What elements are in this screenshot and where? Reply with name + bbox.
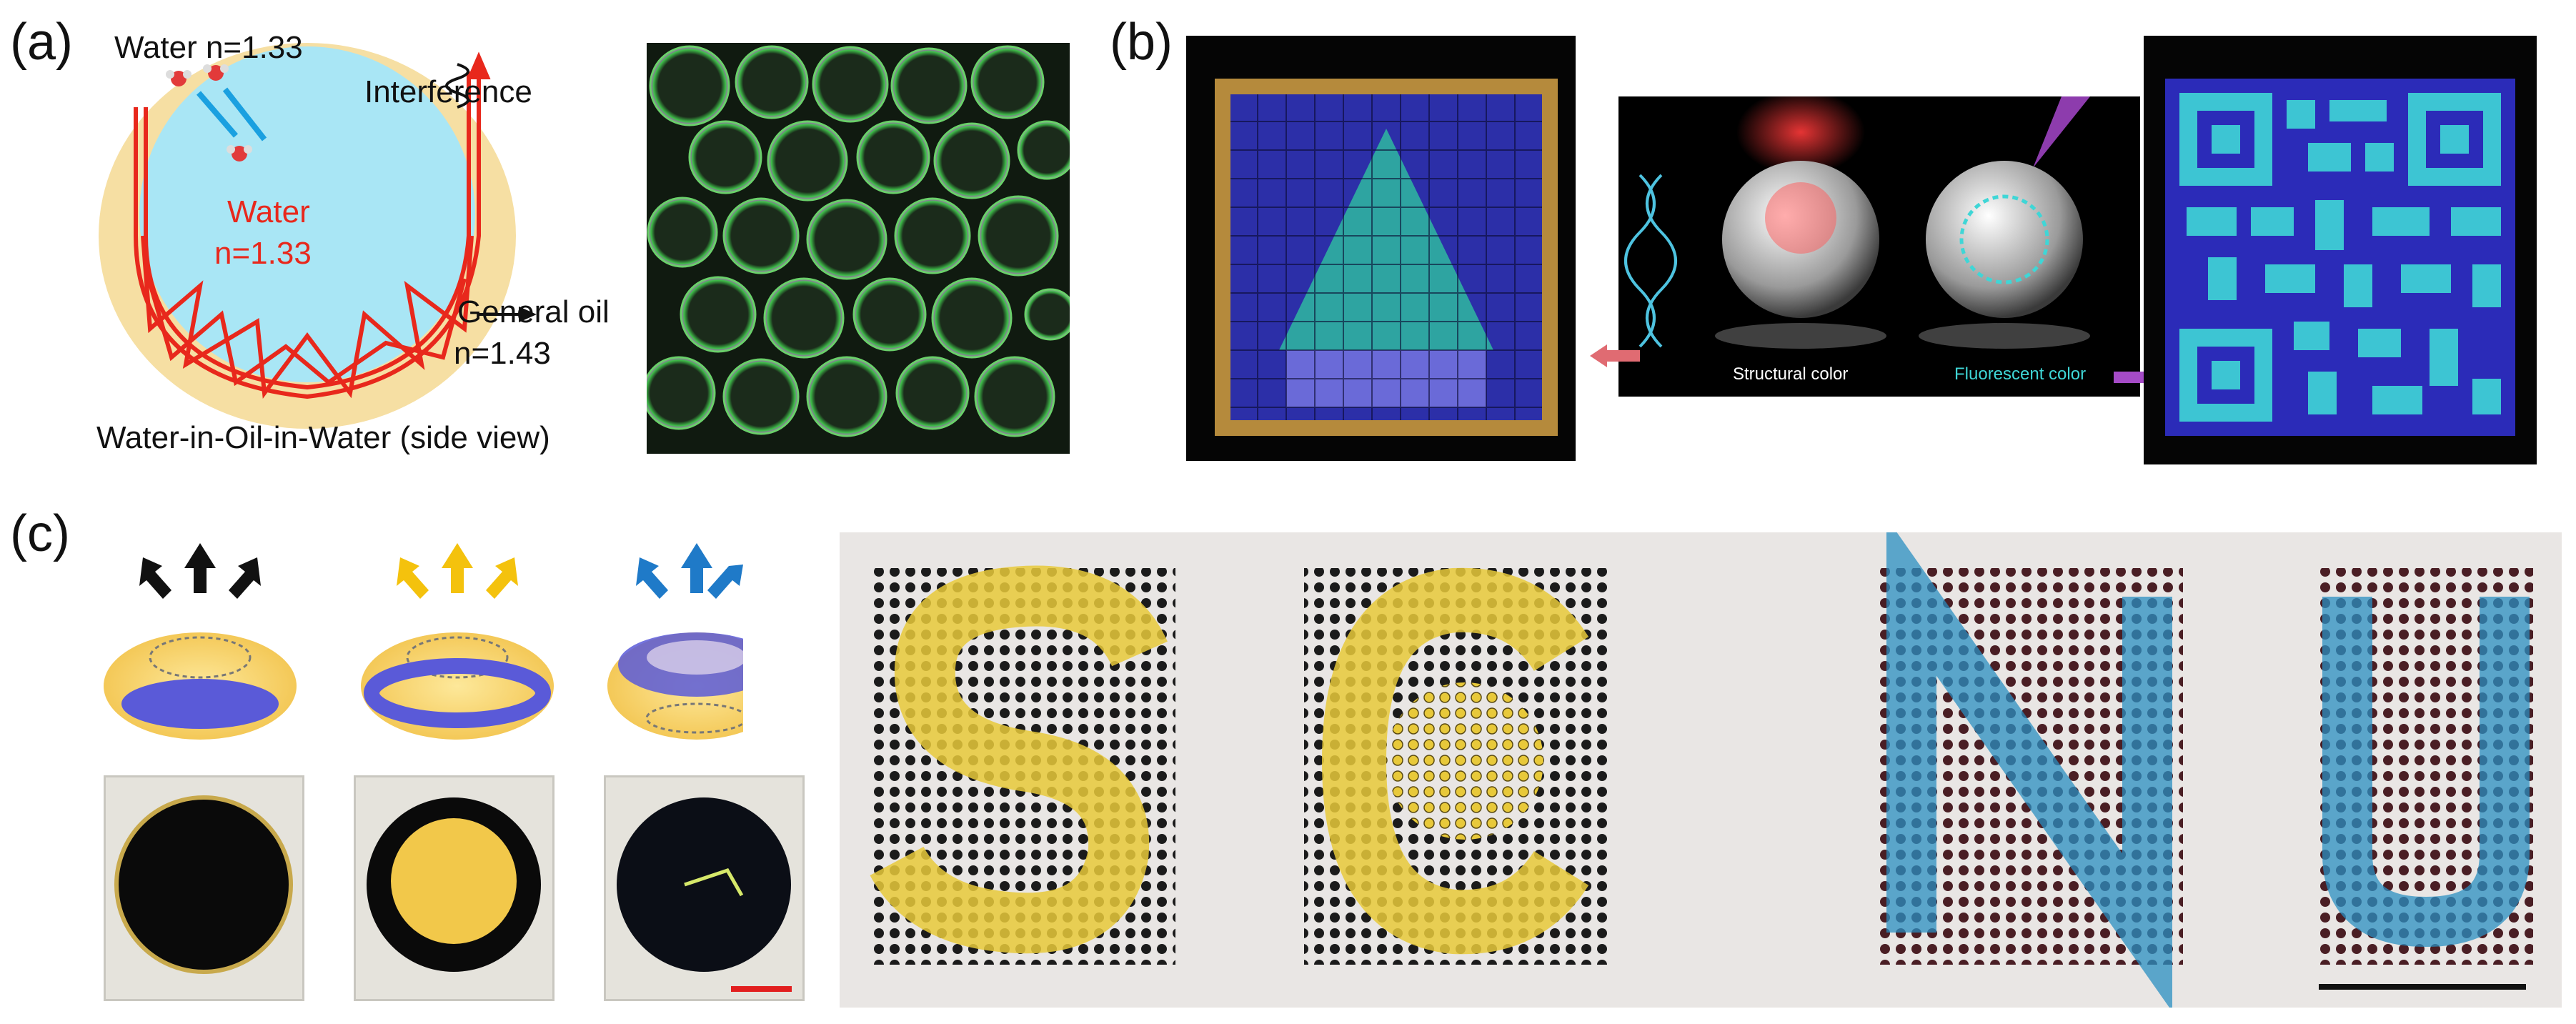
dna-icon [1624, 174, 1677, 348]
micrograph-yellow-droplet [354, 775, 555, 1001]
droplet-icon [1926, 161, 2083, 318]
arrow-up-icon [636, 543, 743, 599]
scale-bar [2319, 984, 2526, 990]
interference-arrow [467, 51, 491, 107]
label-fluorescent-color: Fluorescent color [1954, 364, 2087, 384]
arrow-left-icon [1590, 344, 1640, 367]
structural-color-mosaic [1186, 36, 1576, 461]
label-general-oil-n: n=1.43 [454, 336, 551, 371]
label-general-oil: General oil [457, 294, 610, 329]
water-molecule-icon [166, 70, 192, 86]
label-water-inner: Water [227, 194, 310, 229]
pointer-arrow-icon [479, 306, 537, 323]
panel-label-a: (a) [10, 14, 73, 71]
label-water-outer: Water n=1.33 [114, 30, 303, 65]
label-structural-color: Structural color [1733, 364, 1849, 384]
wavy-signal-icon [445, 63, 469, 109]
ray-paths [134, 107, 481, 399]
panel-label-c: (c) [10, 505, 70, 562]
water-molecule-icon [203, 64, 229, 81]
droplet-micrograph [647, 43, 1070, 454]
letter-array-photo [840, 532, 2562, 1008]
panel-a-caption: Water-in-Oil-in-Water (side view) [96, 420, 550, 455]
panel-c-schematics [104, 543, 743, 740]
micrograph-blue-droplet [604, 775, 805, 1001]
panel-a-schematic [99, 43, 537, 429]
water-core [139, 46, 475, 382]
label-interference: Interference [364, 74, 532, 109]
arrow-up-icon [397, 543, 518, 599]
arrow-up-icon [139, 543, 261, 599]
structural-fluorescent-schematic: Structural color Fluorescent color [1618, 96, 2140, 397]
scale-bar [731, 986, 792, 992]
label-water-inner-n: n=1.33 [214, 236, 312, 271]
fluorescent-qr-mosaic [2144, 36, 2537, 464]
micrograph-black-droplet [104, 775, 304, 1001]
water-molecule-icon [227, 145, 252, 161]
double-arrow-icon [196, 87, 267, 141]
panel-label-b: (b) [1110, 14, 1173, 71]
